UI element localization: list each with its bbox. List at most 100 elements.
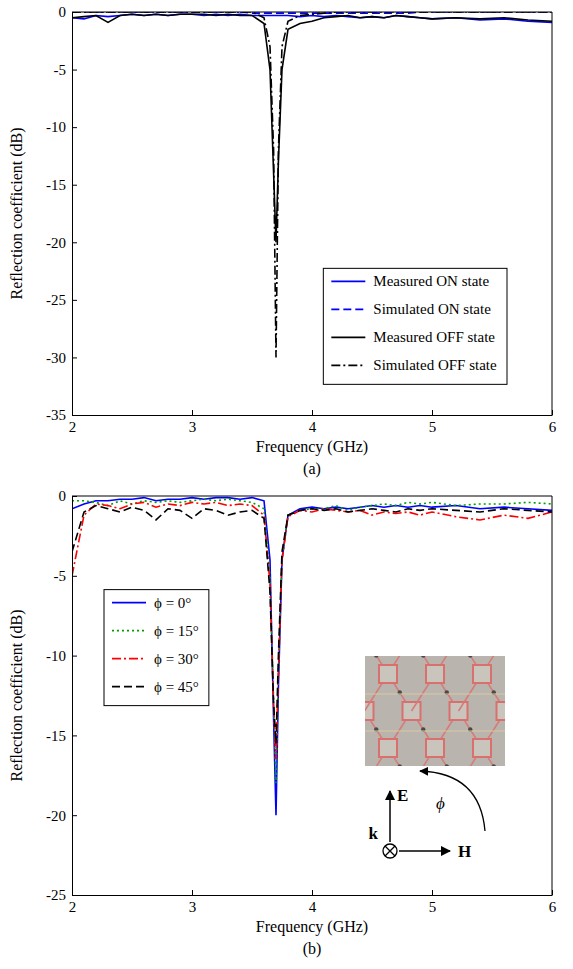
legend-label: Measured OFF state bbox=[373, 329, 495, 345]
annotation: k bbox=[369, 824, 379, 843]
photo-diode bbox=[398, 764, 402, 766]
photo-wire bbox=[365, 731, 505, 732]
tick: 6 bbox=[549, 890, 557, 915]
photo-cell bbox=[426, 665, 444, 683]
tick-mark bbox=[72, 815, 77, 816]
tick-label: 2 bbox=[69, 899, 77, 915]
tick-mark bbox=[312, 890, 313, 895]
tick: -5 bbox=[54, 62, 78, 78]
tick-mark bbox=[72, 12, 77, 13]
tick-mark bbox=[72, 576, 77, 577]
tick-mark bbox=[72, 735, 77, 736]
frame-right bbox=[552, 12, 553, 415]
frame-right bbox=[552, 496, 553, 895]
arrow-e bbox=[389, 791, 391, 842]
tick-label: -25 bbox=[46, 887, 66, 903]
photo-diode bbox=[374, 656, 378, 658]
photo-cell bbox=[426, 739, 444, 757]
photo-wire bbox=[365, 694, 505, 695]
frame-top bbox=[72, 496, 552, 497]
legend-label: Simulated ON state bbox=[373, 301, 491, 317]
tick-mark bbox=[72, 895, 77, 896]
legend-swatch bbox=[331, 309, 365, 311]
tick: 4 bbox=[309, 890, 317, 915]
panel: 23456-35-30-25-20-15-10-50Frequency (GHz… bbox=[8, 4, 557, 478]
photo-cell bbox=[497, 702, 506, 720]
legend-label: Measured ON state bbox=[373, 273, 489, 289]
photo-diode bbox=[421, 656, 425, 658]
legend: Measured ON state Simulated ON state Measu… bbox=[323, 268, 507, 384]
tick-mark bbox=[72, 242, 77, 243]
legend-swatch bbox=[112, 686, 146, 688]
tick-mark bbox=[72, 300, 77, 301]
tick-label: -15 bbox=[46, 177, 66, 193]
tick: -15 bbox=[46, 728, 77, 744]
tick-mark bbox=[72, 415, 77, 416]
axis-line bbox=[72, 497, 73, 896]
y-axis-title: Reflection coefficient (dB) bbox=[8, 609, 26, 781]
legend-label: ϕ = 15° bbox=[154, 623, 199, 639]
tick-label: 0 bbox=[59, 488, 67, 504]
x-axis-title: Frequency (GHz) bbox=[256, 438, 368, 456]
tick: -30 bbox=[46, 350, 77, 366]
legend-label: ϕ = 45° bbox=[154, 679, 199, 695]
k-cross bbox=[385, 846, 395, 856]
series-line bbox=[72, 499, 552, 783]
axis-line bbox=[73, 415, 553, 416]
photo-cell bbox=[379, 665, 397, 683]
legend-swatch bbox=[331, 281, 365, 283]
x-axis: 2 3 4 5 6 bbox=[69, 890, 557, 915]
y-axis-title: Reflection coefficient (dB) bbox=[8, 127, 26, 299]
photo-diode bbox=[468, 656, 472, 658]
inset-photo bbox=[365, 656, 505, 766]
x-axis-title: Frequency (GHz) bbox=[256, 918, 368, 936]
tick-mark bbox=[432, 410, 433, 415]
tick: -10 bbox=[46, 119, 77, 135]
tick: 4 bbox=[309, 410, 317, 435]
tick: -25 bbox=[46, 887, 77, 903]
tick-mark bbox=[72, 656, 77, 657]
axis-line bbox=[72, 13, 73, 416]
tick-mark bbox=[72, 496, 77, 497]
legend-swatch bbox=[331, 365, 365, 367]
tick: 3 bbox=[189, 890, 197, 915]
tick-label: -30 bbox=[46, 350, 66, 366]
tick-label: 4 bbox=[309, 419, 317, 435]
frame-top bbox=[72, 12, 552, 13]
tick-mark bbox=[72, 70, 77, 71]
photo-cell bbox=[379, 739, 397, 757]
tick: -20 bbox=[46, 235, 77, 251]
panel: EHkϕ23456-25-20-15-10-50Frequency (GHz)R… bbox=[8, 488, 573, 958]
legend-swatch bbox=[331, 337, 365, 339]
annotation: ϕ bbox=[436, 794, 445, 813]
tick-mark bbox=[552, 410, 553, 415]
panel-caption: (a) bbox=[303, 460, 321, 478]
tick-label: 3 bbox=[189, 899, 197, 915]
photo-ground bbox=[365, 656, 505, 766]
tick: 6 bbox=[549, 410, 557, 435]
tick-label: -35 bbox=[46, 407, 66, 423]
tick-label: 5 bbox=[429, 899, 437, 915]
photo-cell bbox=[473, 739, 491, 757]
tick-label: 3 bbox=[189, 419, 197, 435]
tick: -5 bbox=[54, 568, 78, 584]
inset: EHkϕ bbox=[318, 628, 573, 861]
panel-caption: (b) bbox=[303, 940, 322, 958]
tick-mark bbox=[72, 185, 77, 186]
legend-swatch bbox=[112, 602, 146, 604]
tick-label: -10 bbox=[46, 648, 66, 664]
tick-mark bbox=[312, 410, 313, 415]
tick-label: 5 bbox=[429, 419, 437, 435]
tick-label: 0 bbox=[59, 4, 67, 20]
tick: 0 bbox=[59, 4, 78, 20]
tick-label: 2 bbox=[69, 419, 77, 435]
k-symbol bbox=[383, 844, 397, 858]
photo-diode bbox=[445, 764, 449, 766]
tick: 0 bbox=[59, 488, 78, 504]
tick-mark bbox=[192, 890, 193, 895]
tick-label: 4 bbox=[309, 899, 317, 915]
tick-label: -20 bbox=[46, 808, 66, 824]
axis-line bbox=[73, 895, 553, 896]
legend-box bbox=[104, 590, 209, 706]
legend: ϕ = 0°ϕ = 15°ϕ = 30°ϕ = 45° bbox=[104, 590, 209, 706]
